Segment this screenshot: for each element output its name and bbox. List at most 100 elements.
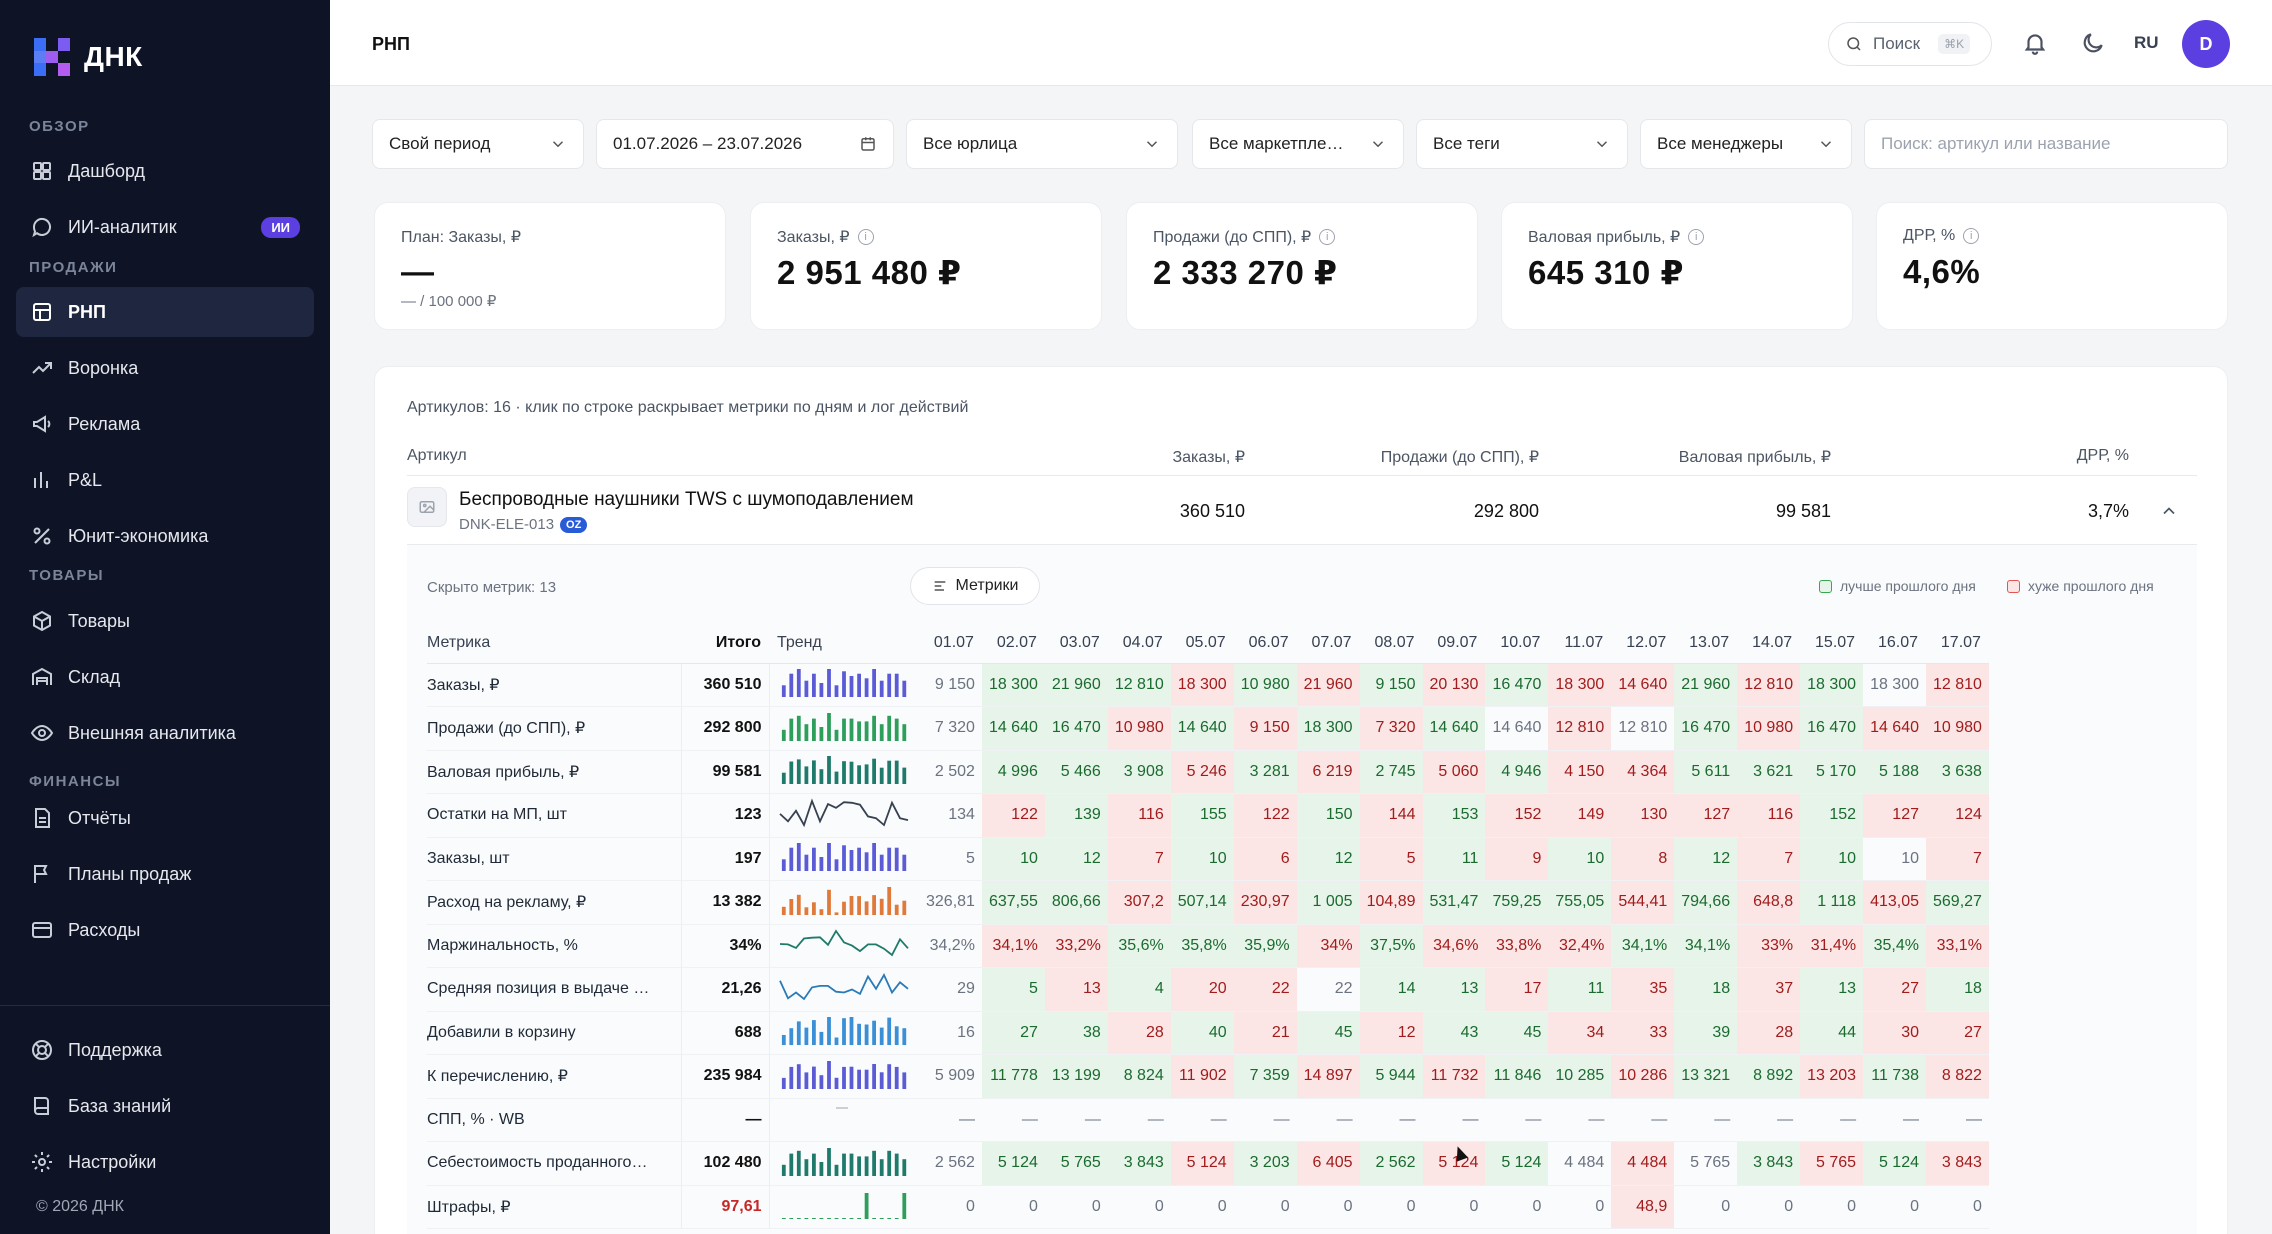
metric-day-cell: 122 xyxy=(981,793,1045,838)
metrics-button[interactable]: Метрики xyxy=(910,567,1040,605)
metric-day-cell: 14 640 xyxy=(1611,663,1675,707)
legal-entity-value: Все юрлица xyxy=(923,134,1018,153)
sidebar-item-card[interactable]: Расходы xyxy=(16,905,314,955)
sparkline-bar xyxy=(894,847,899,872)
metric-row[interactable]: Остатки на МП, шт 123 134 122 139 116 155 122 15… xyxy=(427,793,1989,838)
sparkline-bar xyxy=(788,1153,793,1176)
sparkline-bar xyxy=(796,669,801,698)
bell-icon[interactable] xyxy=(2022,30,2048,56)
sparkline-bar xyxy=(894,673,899,698)
sparkline-bar xyxy=(871,1218,876,1220)
metric-row[interactable]: Себестоимость проданного… 102 480 2 562 5 1… xyxy=(427,1141,1989,1186)
article-search-input[interactable]: Поиск: артикул или название xyxy=(1864,119,2228,169)
metric-day-cell: 6 405 xyxy=(1296,1141,1360,1186)
sparkline-bar xyxy=(879,1218,884,1220)
metric-row[interactable]: Заказы, шт 197 5 10 12 7 10 6 12 5 11 9 10 8 12 7 10 10 7 xyxy=(427,837,1989,881)
metric-row[interactable]: Продажи (до СПП), ₽292 800 7 320 14 640 16 … xyxy=(427,706,1989,751)
metric-day-cell: 43 xyxy=(1422,1011,1486,1055)
info-icon[interactable]: i xyxy=(857,229,874,245)
metric-row[interactable]: Валовая прибыль, ₽99 581 2 502 4 996 5 466 3… xyxy=(427,750,1989,794)
col-header-sales[interactable]: Продажи (до СПП), ₽ xyxy=(1380,449,1539,466)
metric-day-cell: 307,2 xyxy=(1107,880,1171,925)
metric-row[interactable]: Заказы, ₽360 510 9 150 18 300 21 960 12 810 1… xyxy=(427,663,1989,707)
metric-row[interactable]: Средняя позиция в выдаче … 21,26 29 5 13 4 20 2… xyxy=(427,967,1989,1012)
sidebar-item-eye[interactable]: Внешняя аналитика xyxy=(16,708,314,758)
sparkline-bar xyxy=(841,1066,846,1089)
metric-name-cell: Себестоимость проданного… xyxy=(427,1141,681,1186)
header-divider xyxy=(407,475,2197,476)
box-icon xyxy=(33,610,51,632)
sparkline-bar xyxy=(819,1218,823,1220)
legal-entity-select[interactable]: Все юрлица xyxy=(906,119,1178,169)
metric-day-cell: 14 640 xyxy=(1422,706,1486,751)
language-switch[interactable]: RU xyxy=(2134,33,2159,52)
metric-day-cell: 12 xyxy=(1296,837,1360,881)
metric-row[interactable]: Расход на рекламу, ₽ 13 382 326,81 637,55 80… xyxy=(427,880,1989,925)
kpi-value: 2 951 480 ₽ xyxy=(777,254,962,291)
metrics-table-header: Метрика Итого Тренд 01.07 02.07 03.07 04.07 05.… xyxy=(427,623,1989,664)
sidebar-bottom-item-lifebuoy[interactable]: Поддержка xyxy=(16,1025,314,1075)
period-select[interactable]: Свой период xyxy=(372,119,584,169)
sparkline-bar xyxy=(886,715,891,741)
sidebar-section-title: ПРОДАЖИ xyxy=(29,259,118,276)
brand-logo[interactable]: ДНК xyxy=(34,38,143,76)
sidebar-bottom-item-gear[interactable]: Настройки xyxy=(16,1137,314,1187)
sidebar-item-bar-chart[interactable]: P&L xyxy=(16,455,314,505)
sidebar-bottom-item-book[interactable]: База знаний xyxy=(16,1081,314,1131)
sparkline-bar xyxy=(901,767,906,785)
tags-select[interactable]: Все теги xyxy=(1416,119,1628,169)
avatar[interactable]: D xyxy=(2182,20,2230,68)
sidebar-item-percent[interactable]: Юнит-экономика xyxy=(16,511,314,561)
info-icon[interactable]: i xyxy=(1688,229,1705,245)
metric-day-cell: 531,47 xyxy=(1422,880,1486,925)
metric-name-cell: Добавили в корзину xyxy=(427,1011,681,1055)
col-header-article[interactable]: Артикул xyxy=(407,447,467,464)
info-icon[interactable]: i xyxy=(1963,228,1980,244)
metric-name: Добавили в корзину xyxy=(427,1023,576,1041)
global-search-button[interactable]: Поиск ⌘K xyxy=(1828,22,1992,66)
info-icon[interactable]: i xyxy=(1319,229,1336,245)
col-header-drr[interactable]: ДРР, % xyxy=(2076,447,2129,464)
sidebar-item-box[interactable]: Товары xyxy=(16,596,314,646)
legend-worse-swatch xyxy=(2007,579,2020,593)
sidebar-item-table[interactable]: РНП xyxy=(16,287,314,337)
chevron-up-icon[interactable] xyxy=(2159,501,2179,526)
metric-day-cell: 0 xyxy=(1800,1185,1864,1229)
metric-total: 13 382 xyxy=(680,880,770,925)
col-date: 12.07 xyxy=(1611,623,1675,664)
sidebar-item-warehouse[interactable]: Склад xyxy=(16,652,314,702)
col-date: 08.07 xyxy=(1359,623,1423,664)
sparkline-bar xyxy=(856,1218,861,1220)
metric-day-cell: 3 908 xyxy=(1107,750,1171,794)
managers-select[interactable]: Все менеджеры xyxy=(1640,119,1852,169)
metric-day-cell: 14 640 xyxy=(981,706,1045,751)
marketplace-select[interactable]: Все маркетпле… xyxy=(1192,119,1404,169)
metric-day-cell: 18 xyxy=(1926,967,1989,1012)
moon-icon[interactable] xyxy=(2080,30,2106,56)
metric-row[interactable]: К перечислению, ₽ 235 984 5 909 11 778 13 19… xyxy=(427,1054,1989,1099)
metric-row[interactable]: Добавили в корзину 688 16 27 38 28 40 21 45 12 43 4… xyxy=(427,1011,1989,1055)
col-date: 16.07 xyxy=(1863,623,1926,664)
col-header-orders[interactable]: Заказы, ₽ xyxy=(1172,449,1245,466)
sidebar-item-grid[interactable]: Дашборд xyxy=(16,146,314,196)
metric-day-cell: 152 xyxy=(1800,793,1864,838)
sparkline-bar xyxy=(796,715,801,741)
sidebar-item-flag[interactable]: Планы продаж xyxy=(16,849,314,899)
metric-trend xyxy=(769,924,919,968)
col-header-profit[interactable]: Валовая прибыль, ₽ xyxy=(1678,449,1831,466)
metric-row[interactable]: Штрафы, ₽97,61 0 0 0 0 0 0 0 0 0 0 0 48,9 0 0 0 0 0 xyxy=(427,1185,1989,1229)
metric-row[interactable]: СПП, % · WB — — — — — — — — — — — — — — — — — — xyxy=(427,1098,1989,1142)
sidebar-item-trend[interactable]: Воронка xyxy=(16,343,314,393)
date-range-picker[interactable]: 01.07.2026 – 23.07.2026 xyxy=(596,119,894,169)
sidebar-item-chat[interactable]: ИИ-аналитик ИИ xyxy=(16,202,314,252)
metric-day-cell: 4 484 xyxy=(1548,1141,1612,1186)
sidebar-item-document[interactable]: Отчёты xyxy=(16,793,314,843)
metric-day-cell: 34 xyxy=(1548,1011,1612,1055)
metric-row[interactable]: Маржинальность, % 34% 34,2% 34,1% 33,2% 35,6%… xyxy=(427,924,1989,968)
metric-day-cell: — xyxy=(1422,1098,1486,1142)
metric-day-cell: 12 xyxy=(1044,837,1108,881)
metric-day-cell: 5 124 xyxy=(1485,1141,1549,1186)
sparkline-bar xyxy=(826,1060,831,1089)
sidebar-item-megaphone[interactable]: Реклама xyxy=(16,399,314,449)
sparkline-bar xyxy=(894,1066,899,1089)
